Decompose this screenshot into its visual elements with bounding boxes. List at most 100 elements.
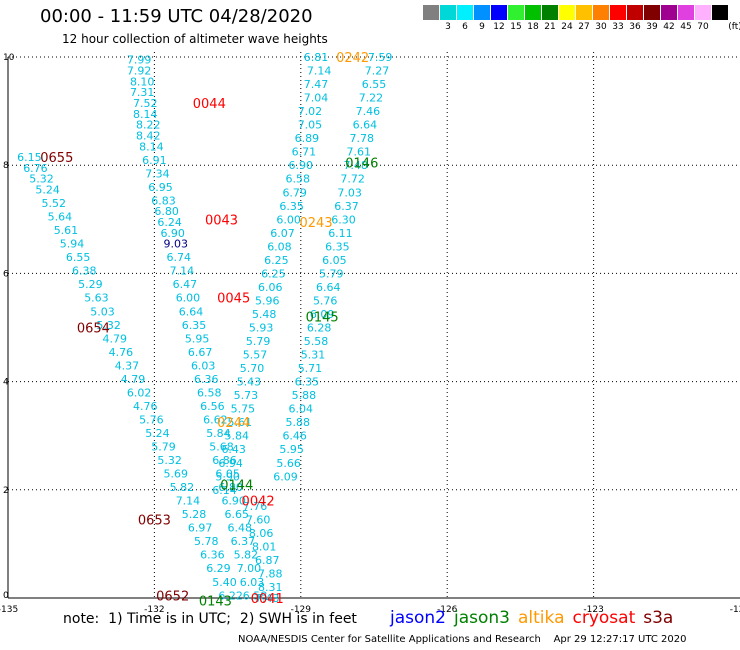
wave-height-value: 5.95	[185, 332, 210, 345]
y-tick-label: 4	[3, 378, 9, 388]
wave-height-value: 5.29	[78, 278, 103, 291]
color-scale-swatch	[542, 5, 558, 20]
wave-height-value: 5.63	[84, 292, 109, 305]
wave-height-value: 7.02	[298, 105, 323, 118]
wave-height-value: 6.62	[203, 413, 228, 426]
color-scale-label: 15	[510, 22, 522, 32]
satellite-legend: jason2 jason3 altika cryosat s3a	[390, 608, 681, 628]
legend-entry-jason3: jason3	[454, 608, 510, 628]
wave-height-value: 6.56	[200, 400, 225, 413]
x-tick-label: -135	[0, 605, 18, 615]
wave-height-value: 6.81	[304, 51, 329, 64]
wave-height-value: 6.25	[264, 254, 289, 267]
wave-height-value: 5.84	[225, 430, 250, 443]
pass-time-label: 0041	[251, 592, 284, 607]
wave-height-value: 6.05	[322, 254, 347, 267]
wave-height-value: 6.47	[173, 278, 198, 291]
wave-height-value: 5.03	[90, 305, 115, 318]
wave-height-value: 5.58	[304, 335, 329, 348]
x-tick-label: -126	[437, 605, 458, 615]
color-scale-unit: (ft)	[728, 22, 740, 32]
color-scale-swatch	[440, 5, 456, 20]
wave-height-value: 6.37	[334, 200, 359, 213]
wave-height-value: 6.71	[292, 146, 317, 159]
wave-height-value: 5.93	[249, 322, 274, 335]
wave-height-value: 6.90	[160, 227, 185, 240]
wave-height-value: 6.74	[167, 251, 192, 264]
wave-height-value: 5.66	[276, 457, 301, 470]
wave-height-value: 8.31	[258, 581, 283, 594]
wave-height-value: 7.31	[130, 86, 155, 99]
wave-height-value: 6.87	[255, 554, 280, 567]
wave-height-value: 7.46	[356, 105, 381, 118]
wave-height-value: 6.95	[148, 181, 173, 194]
wave-height-value: 5.32	[96, 319, 121, 332]
wave-height-value: 6.58	[197, 386, 222, 399]
note-text: note: 1) Time is in UTC; 2) SWH is in fe…	[63, 611, 357, 627]
wave-height-value: 6.36	[200, 549, 225, 562]
pass-time-label: 0043	[205, 213, 238, 228]
wave-height-value: 6.48	[228, 522, 253, 535]
footer-credit: NOAA/NESDIS Center for Satellite Applica…	[238, 634, 687, 645]
wave-height-value: 4.76	[133, 400, 158, 413]
wave-height-value: 7.60	[246, 514, 271, 527]
wave-height-value: 7.88	[258, 568, 283, 581]
wave-height-value: 5.78	[194, 535, 219, 548]
wave-height-value: 6.65	[225, 508, 250, 521]
wave-height-value: 5.82	[170, 481, 195, 494]
wave-height-value: 6.80	[154, 205, 179, 218]
wave-height-value: 5.75	[231, 403, 256, 416]
wave-height-value: 7.61	[347, 146, 372, 159]
wave-height-value: 5.88	[286, 416, 311, 429]
wave-height-value: 5.96	[255, 294, 280, 307]
x-tick-label: -129	[291, 605, 312, 615]
y-tick-label: 6	[3, 269, 9, 279]
wave-height-value: 4.76	[109, 346, 134, 359]
wave-height-value: 5.61	[228, 416, 253, 429]
wave-height-value: 5.61	[54, 224, 79, 237]
wave-height-value: 7.48	[343, 159, 368, 172]
color-scale-label: 42	[663, 22, 675, 32]
color-scale-swatch	[576, 5, 592, 20]
color-scale-swatch	[559, 5, 575, 20]
wave-height-value: 6.37	[231, 535, 256, 548]
wave-height-value: 5.79	[319, 267, 344, 280]
color-scale-label: 21	[544, 22, 556, 32]
wave-height-value: 7.47	[304, 78, 329, 91]
legend-entry-cryosat: cryosat	[572, 608, 636, 628]
color-scale-swatch	[474, 5, 490, 20]
wave-height-value: 7.14	[176, 495, 201, 508]
wave-height-value: 7.92	[127, 65, 152, 78]
wave-height-value: 6.86	[212, 454, 237, 467]
wave-height-value: 7.43	[255, 592, 280, 605]
wave-height-value: 6.07	[270, 227, 295, 240]
pass-time-label: 0143	[199, 595, 232, 610]
wave-height-value: 5.31	[301, 349, 326, 362]
color-scale-swatch	[678, 5, 694, 20]
color-scale-label: 27	[578, 22, 590, 32]
color-scale-swatch	[644, 5, 660, 20]
wave-height-value: 6.08	[267, 240, 292, 253]
wave-height-value: 7.00	[237, 562, 262, 575]
wave-height-value: 6.29	[206, 562, 231, 575]
pass-time-label: 0044	[193, 97, 226, 112]
wave-height-value: 6.03	[191, 359, 216, 372]
wave-height-value: 6.89	[295, 132, 320, 145]
color-scale-label: 33	[612, 22, 624, 32]
color-scale-swatch	[457, 5, 473, 20]
wave-height-value: 5.24	[35, 184, 60, 197]
color-scale-swatch	[627, 5, 643, 20]
wave-height-value: 6.64	[353, 119, 378, 132]
wave-height-value: 5.70	[240, 362, 265, 375]
wave-height-value: 8.22	[136, 119, 161, 132]
wave-height-value: 4.79	[121, 373, 146, 386]
pass-time-label: 0042	[242, 495, 275, 510]
wave-height-value: 6.09	[310, 308, 335, 321]
y-tick-label: 0	[3, 591, 9, 601]
wave-height-value: 9.03	[164, 238, 189, 251]
wave-height-value: 6.36	[194, 373, 219, 386]
wave-height-value: 5.32	[29, 173, 54, 186]
wave-height-value: 6.35	[295, 376, 320, 389]
wave-height-value: 6.64	[179, 305, 204, 318]
wave-height-value: 6.05	[215, 468, 240, 481]
